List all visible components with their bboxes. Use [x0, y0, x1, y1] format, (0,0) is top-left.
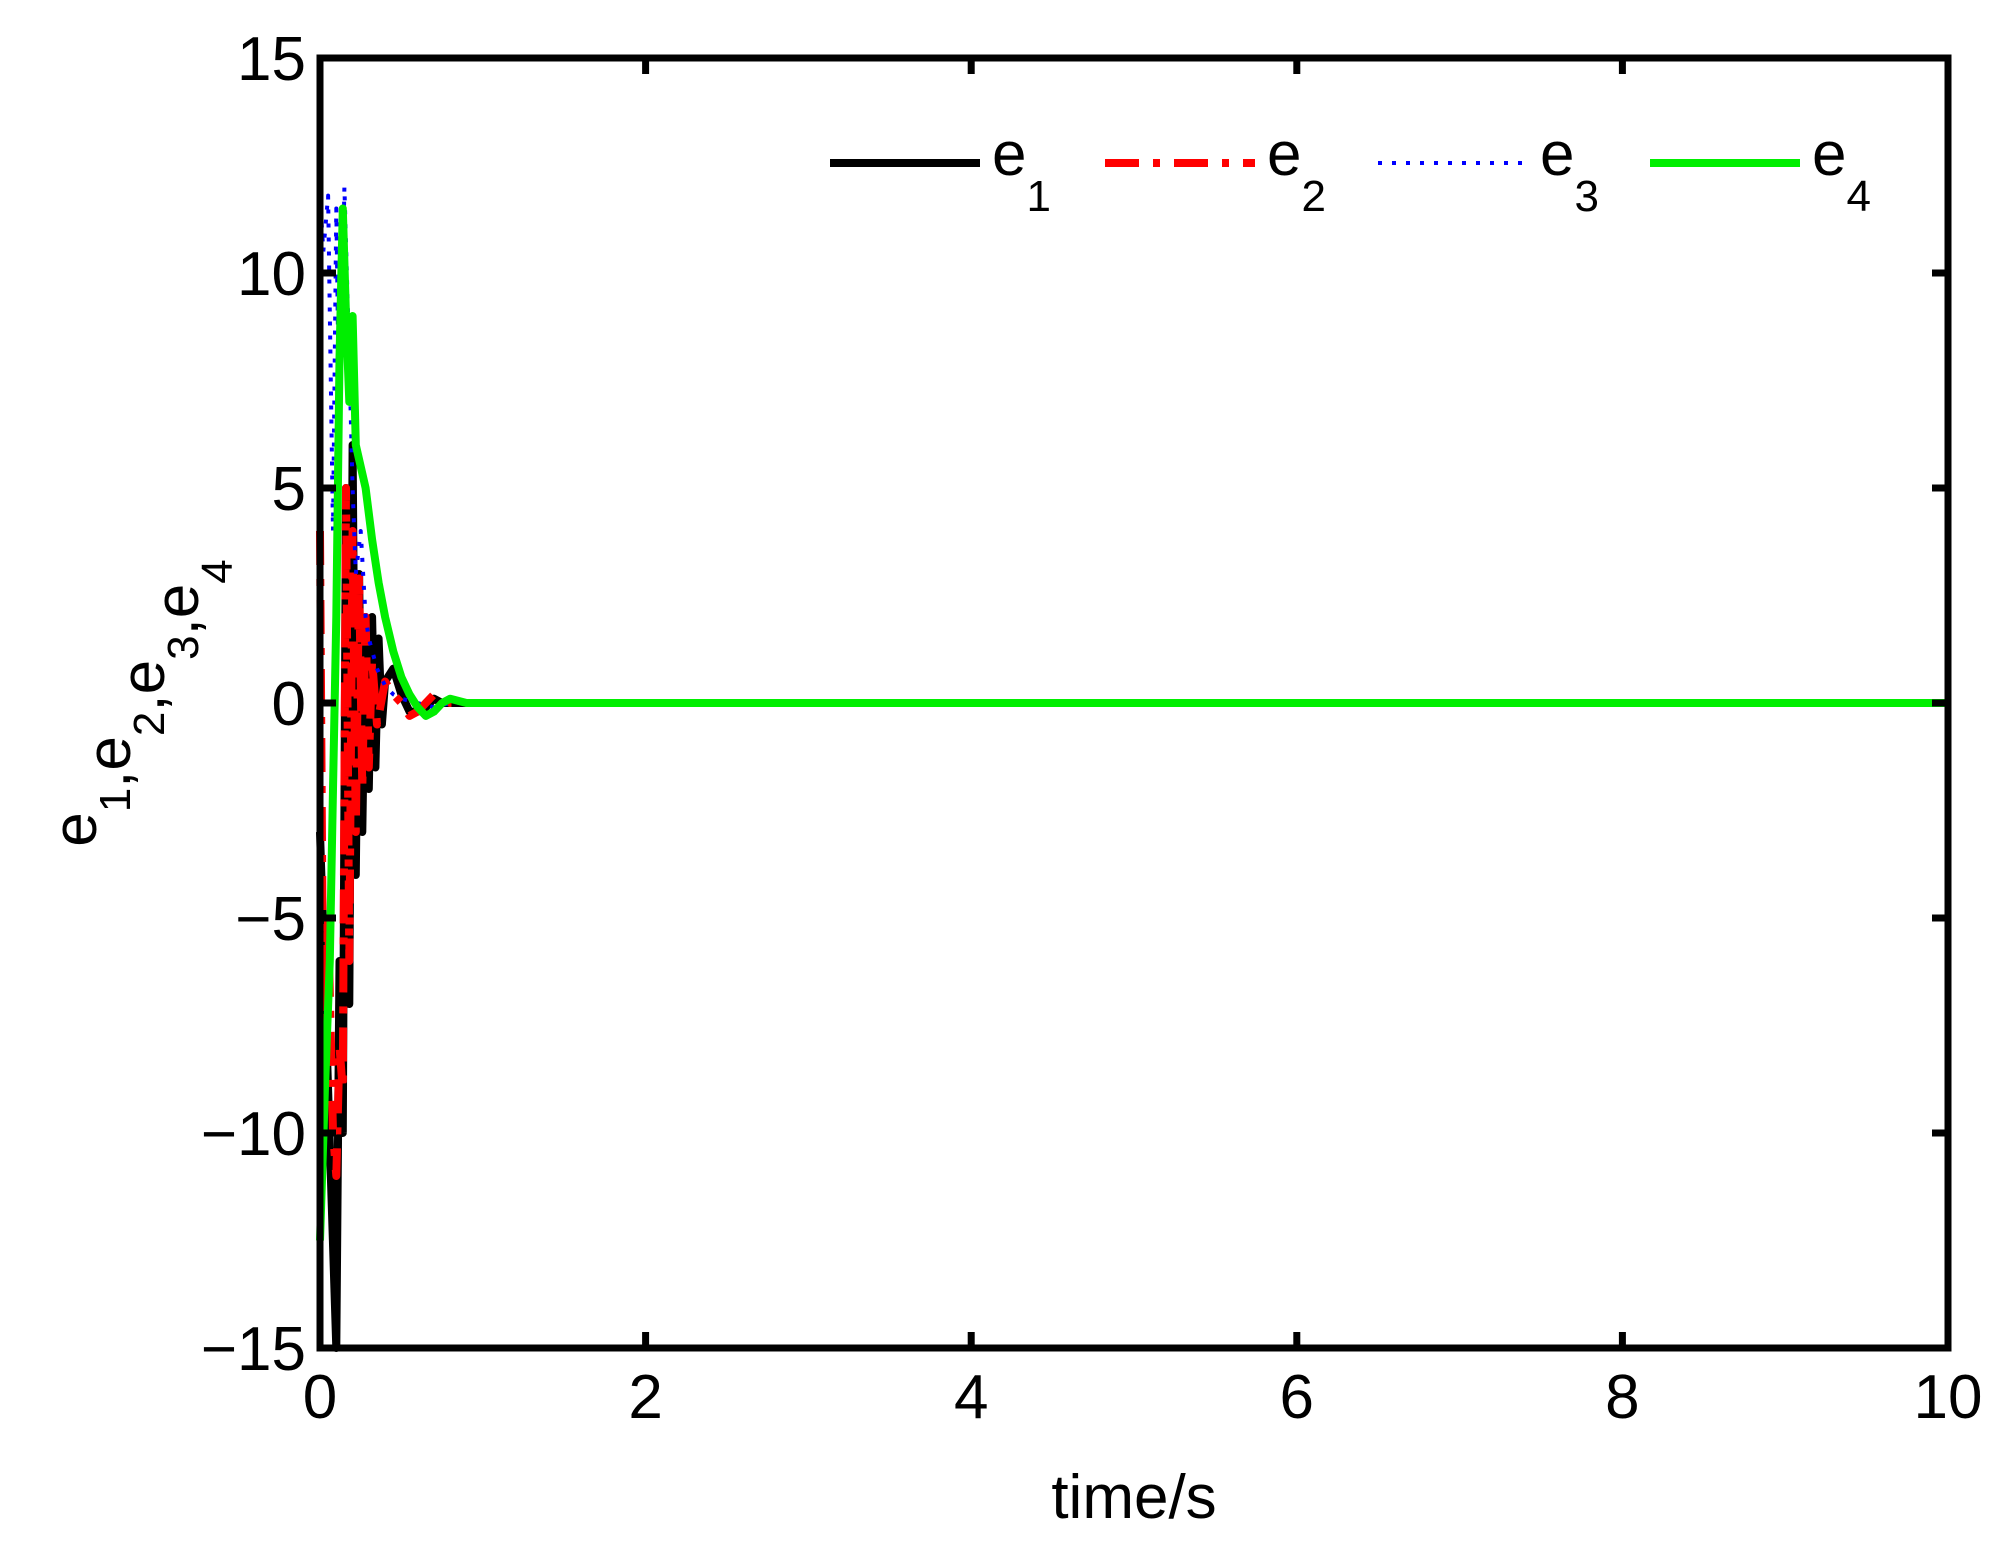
series-line-1: [316, 441, 1948, 1352]
x-tick-label: 10: [1914, 1363, 1983, 1432]
tick-layer: 0 2 4 6 8 10 −15 −10 −5 0 5 10 15: [201, 25, 1983, 1432]
series-line-2: [316, 484, 1948, 1180]
legend-label-2: e2: [1267, 120, 1326, 221]
x-tick-label: 6: [1280, 1363, 1314, 1432]
y-axis-label: e1,e2,e3,e4: [41, 559, 242, 847]
x-tick-label: 0: [303, 1363, 337, 1432]
y-tick-label: −5: [235, 885, 306, 954]
x-axis-label: time/s: [1051, 1463, 1216, 1532]
legend-label-1: e1: [992, 120, 1051, 221]
legend-label-3: e3: [1540, 120, 1599, 221]
y-tick-label: 10: [237, 240, 306, 309]
y-tick-label: −10: [201, 1100, 306, 1169]
series-line-4: [316, 204, 1948, 1241]
x-tick-label: 4: [954, 1363, 988, 1432]
x-tick-label: 8: [1605, 1363, 1639, 1432]
legend-label-4: e4: [1812, 120, 1871, 221]
x-tick-label: 2: [628, 1363, 662, 1432]
y-tick-label: 0: [272, 670, 306, 739]
y-tick-label: 5: [272, 455, 306, 524]
legend: e1 e2 e3 e4: [830, 120, 1871, 221]
series-layer: [316, 185, 1948, 1352]
y-tick-label: 15: [237, 25, 306, 94]
y-tick-label: −15: [201, 1315, 306, 1384]
series-line-3: [318, 185, 1948, 710]
